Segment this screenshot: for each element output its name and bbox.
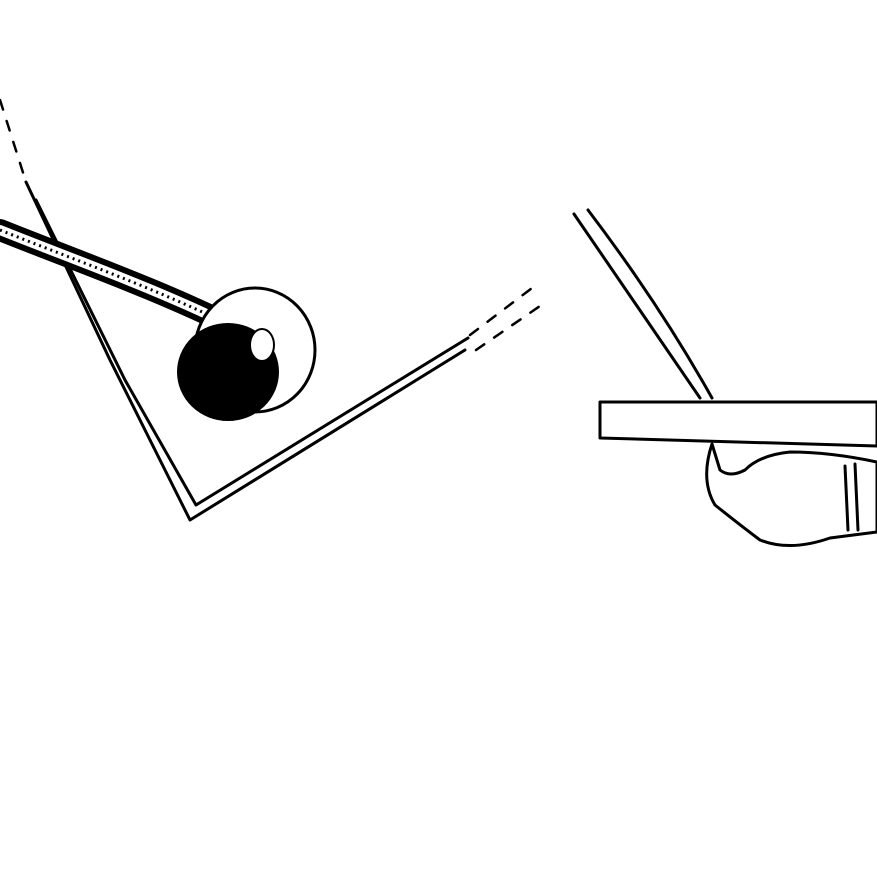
rolled-tape <box>177 286 317 421</box>
hand <box>705 442 877 548</box>
folded-paper-sheet <box>0 98 542 522</box>
thin-board <box>572 208 877 448</box>
